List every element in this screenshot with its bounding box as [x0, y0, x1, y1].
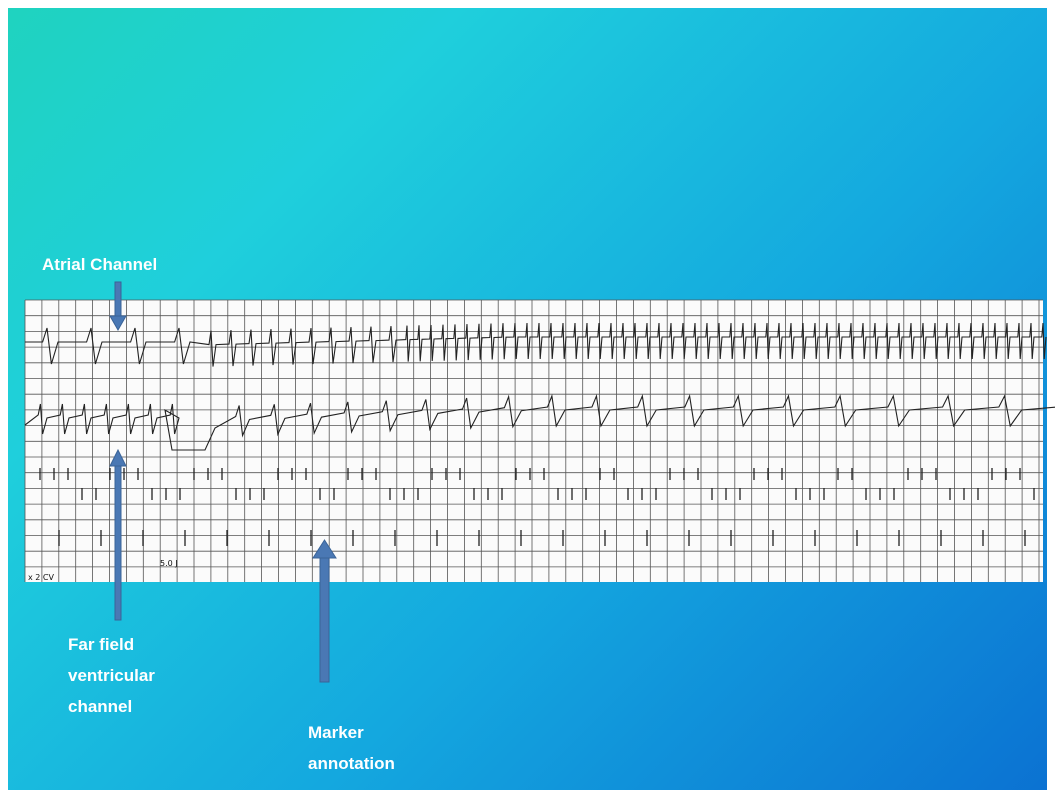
arrow-shaft — [320, 556, 329, 682]
cv-label: x 2 CV — [28, 573, 54, 582]
ecg-strip: 5.0 J x 2 CV — [0, 0, 1055, 798]
far-field-label: Far field ventricular channel — [68, 629, 155, 722]
label-line: Marker — [308, 717, 395, 748]
slide: 5.0 J x 2 CV Atrial Channel Far field ve… — [0, 0, 1055, 798]
arrow-shaft — [115, 282, 121, 318]
label-line: ventricular — [68, 660, 155, 691]
label-line: Far field — [68, 629, 155, 660]
atrial-label: Atrial Channel — [42, 249, 157, 280]
arrow-shaft — [115, 464, 121, 620]
label-line: Atrial Channel — [42, 249, 157, 280]
energy-label: 5.0 J — [160, 559, 178, 568]
label-line: channel — [68, 691, 155, 722]
marker-label: Marker annotation — [308, 717, 395, 779]
label-line: annotation — [308, 748, 395, 779]
